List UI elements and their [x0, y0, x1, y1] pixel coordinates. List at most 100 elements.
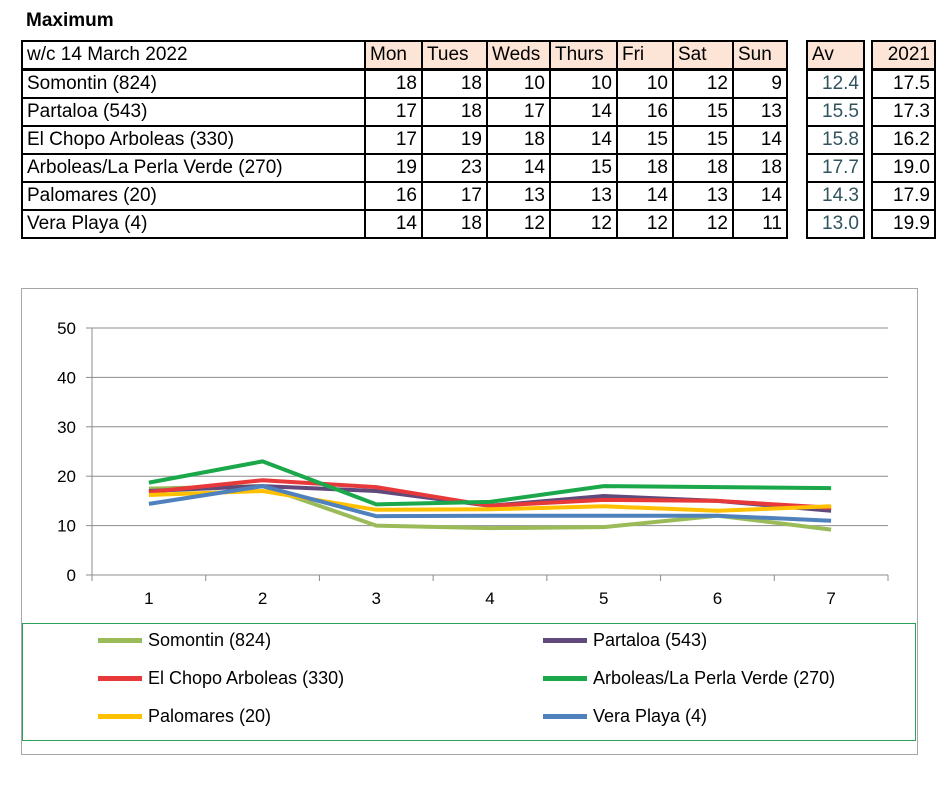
- temp-cell: 14: [364, 209, 423, 239]
- table-row: Arboleas/La Perla Verde (270) 19 23 14 15 18 1…: [21, 153, 788, 183]
- legend-item: Arboleas/La Perla Verde (270): [543, 668, 835, 689]
- line-chart: 0 10 20 30 40 50 1 2 3 4 5 6 7 Somontin (824) Partalo…: [21, 288, 918, 755]
- av-cell: 15.8: [806, 125, 865, 155]
- y2021-cell: 16.2: [871, 125, 936, 155]
- y2021-cell: 17.3: [871, 97, 936, 127]
- temp-cell: 18: [732, 153, 788, 183]
- temp-cell: 10: [486, 68, 551, 99]
- y-tick-label: 30: [57, 418, 76, 437]
- legend-item: El Chopo Arboleas (330): [98, 668, 344, 689]
- av-cell: 12.4: [806, 68, 865, 99]
- temp-cell: 16: [364, 181, 423, 211]
- av-cell: 17.7: [806, 153, 865, 183]
- col-header-weds: Weds: [486, 40, 551, 71]
- temp-cell: 18: [672, 153, 734, 183]
- legend-label: Arboleas/La Perla Verde (270): [593, 668, 836, 688]
- legend-swatch: [98, 676, 142, 681]
- legend-item: Palomares (20): [98, 706, 271, 727]
- page-heading: Maximum: [26, 10, 114, 31]
- table-header-row: w/c 14 March 2022 Mon Tues Weds Thurs Fr…: [21, 40, 788, 71]
- chart-legend: Somontin (824) Partaloa (543) El Chopo Arb…: [22, 623, 916, 741]
- series-line-5: [148, 484, 832, 523]
- y2021-cell: 19.0: [871, 153, 936, 183]
- y2021-cell: 17.5: [871, 68, 936, 99]
- col-header-sat: Sat: [672, 40, 734, 71]
- legend-swatch: [543, 676, 587, 681]
- legend-item: Vera Playa (4): [543, 706, 707, 727]
- temperature-table: w/c 14 March 2022 Mon Tues Weds Thurs Fr…: [21, 40, 788, 239]
- legend-label: Vera Playa (4): [593, 706, 708, 726]
- legend-label: Palomares (20): [148, 706, 272, 726]
- temp-cell: 14: [732, 181, 788, 211]
- year-2021-table: 2021 17.5 17.3 16.2 19.0 17.9 19.9: [871, 40, 936, 239]
- table-row: Somontin (824) 18 18 10 10 10 12 9: [21, 68, 788, 99]
- temp-cell: 13: [549, 181, 618, 211]
- temp-cell: 18: [364, 68, 423, 99]
- col-header-sun: Sun: [732, 40, 788, 71]
- y2021-cell: 19.9: [871, 209, 936, 239]
- station-name: Vera Playa (4): [21, 209, 366, 239]
- temp-cell: 14: [486, 153, 551, 183]
- x-tick-label: 7: [826, 589, 835, 608]
- y-tick-label: 40: [57, 368, 76, 387]
- legend-label: Somontin (824): [148, 630, 272, 650]
- temp-cell: 12: [672, 68, 734, 99]
- table-row: Palomares (20) 16 17 13 13 14 13 14: [21, 181, 788, 211]
- x-tick-label: 2: [258, 589, 267, 608]
- temp-cell: 19: [364, 153, 423, 183]
- temp-cell: 13: [672, 181, 734, 211]
- temp-cell: 13: [732, 97, 788, 127]
- av-cell: 14.3: [806, 181, 865, 211]
- x-tick-label: 1: [144, 589, 153, 608]
- y-tick-label: 10: [57, 517, 76, 536]
- y-tick-label: 50: [57, 319, 76, 338]
- col-header-fri: Fri: [616, 40, 674, 71]
- temp-cell: 10: [616, 68, 674, 99]
- temp-cell: 14: [549, 125, 618, 155]
- x-tick-label: 4: [485, 589, 494, 608]
- chart-plot: 0 10 20 30 40 50 1 2 3 4 5 6 7: [57, 319, 889, 608]
- temp-cell: 19: [421, 125, 488, 155]
- temp-cell: 17: [364, 97, 423, 127]
- temp-cell: 15: [672, 97, 734, 127]
- col-header-mon: Mon: [364, 40, 423, 71]
- temp-cell: 18: [421, 209, 488, 239]
- temp-cell: 18: [616, 153, 674, 183]
- station-name: Somontin (824): [21, 68, 366, 99]
- temp-cell: 18: [421, 97, 488, 127]
- x-tick-label: 5: [599, 589, 608, 608]
- temp-cell: 18: [486, 125, 551, 155]
- legend-label: Partaloa (543): [593, 630, 708, 650]
- temp-cell: 17: [364, 125, 423, 155]
- legend-swatch: [98, 714, 142, 719]
- table-row: Vera Playa (4) 14 18 12 12 12 12 11: [21, 209, 788, 239]
- temp-cell: 12: [616, 209, 674, 239]
- legend-swatch: [543, 638, 587, 643]
- temp-cell: 18: [421, 68, 488, 99]
- temp-cell: 17: [486, 97, 551, 127]
- legend-swatch: [98, 638, 142, 643]
- temp-cell: 12: [549, 209, 618, 239]
- y2021-header: 2021: [871, 40, 936, 71]
- station-name: Partaloa (543): [21, 97, 366, 127]
- x-tick-label: 3: [372, 589, 381, 608]
- av-header: Av: [806, 40, 865, 71]
- station-name: Palomares (20): [21, 181, 366, 211]
- temp-cell: 15: [672, 125, 734, 155]
- station-name: Arboleas/La Perla Verde (270): [21, 153, 366, 183]
- temp-cell: 13: [486, 181, 551, 211]
- temp-cell: 9: [732, 68, 788, 99]
- legend-item: Somontin (824): [98, 630, 271, 651]
- temp-cell: 12: [672, 209, 734, 239]
- col-header-thurs: Thurs: [549, 40, 618, 71]
- series-line-4: [148, 489, 832, 513]
- temp-cell: 23: [421, 153, 488, 183]
- temp-cell: 14: [732, 125, 788, 155]
- table-row: El Chopo Arboleas (330) 17 19 18 14 15 15 14: [21, 125, 788, 155]
- station-name: El Chopo Arboleas (330): [21, 125, 366, 155]
- av-cell: 15.5: [806, 97, 865, 127]
- legend-item: Partaloa (543): [543, 630, 707, 651]
- y-tick-label: 0: [67, 566, 76, 585]
- y-tick-label: 20: [57, 467, 76, 486]
- temp-cell: 15: [616, 125, 674, 155]
